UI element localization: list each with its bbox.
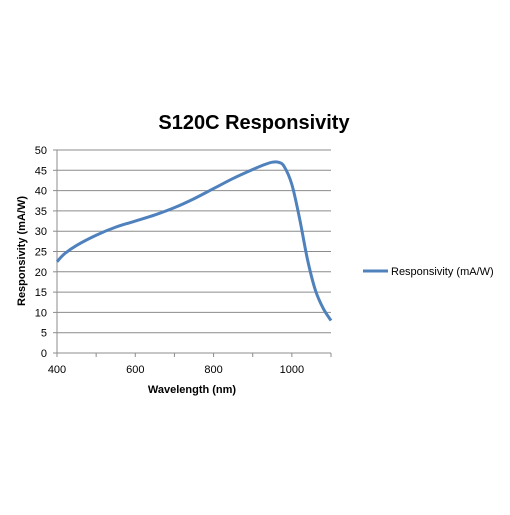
x-tick-label: 600 [126,364,144,376]
y-tick-label: 45 [35,165,47,177]
x-tick-label: 800 [204,364,222,376]
series-line-0 [55,160,333,322]
y-tick-label: 20 [35,267,47,279]
x-axis-title: Wavelength (nm) [148,384,237,396]
y-tick-label: 50 [35,145,47,157]
y-tick-label: 15 [35,287,47,299]
legend-label: Responsivity (mA/W) [391,266,494,278]
y-tick-label: 30 [35,226,47,238]
y-axis-title: Responsivity (mA/W) [16,196,28,306]
y-tick-label: 25 [35,247,47,259]
y-tick-label: 35 [35,206,47,218]
x-tick-labels: 400 600 800 1000 [48,364,304,376]
y-tick-label: 0 [41,348,47,360]
axes [53,149,332,357]
legend: Responsivity (mA/W) [363,266,494,278]
y-tick-labels: 0 5 10 15 20 25 30 35 40 45 50 [35,145,47,360]
y-tick-label: 5 [41,328,47,340]
y-tick-label: 40 [35,186,47,198]
x-tick-label: 1000 [280,364,304,376]
series-group [55,160,333,322]
y-tick-label: 10 [35,307,47,319]
chart-title: S120C Responsivity [158,112,350,134]
x-tick-label: 400 [48,364,66,376]
